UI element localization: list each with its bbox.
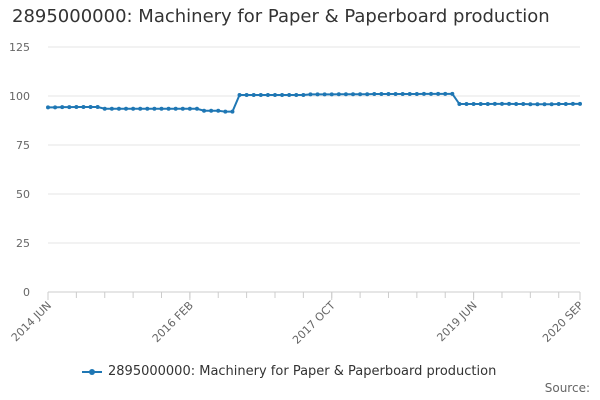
data-point[interactable] [116, 106, 121, 111]
x-axis: 2014 JUN 2016 FEB 2017 OCT 2019 JUN 2020 SEP [9, 292, 586, 347]
data-point[interactable] [563, 102, 568, 107]
data-point[interactable] [570, 101, 575, 106]
y-tick-label: 0 [23, 286, 30, 299]
data-point[interactable] [351, 92, 356, 97]
data-point[interactable] [251, 93, 256, 98]
data-point[interactable] [436, 91, 441, 96]
data-point[interactable] [365, 92, 370, 97]
data-point[interactable] [81, 104, 86, 109]
series [46, 91, 582, 114]
data-point[interactable] [145, 106, 150, 111]
data-point[interactable] [187, 106, 192, 111]
data-point[interactable] [464, 102, 469, 107]
data-point[interactable] [53, 105, 58, 110]
data-point[interactable] [173, 106, 178, 111]
data-point[interactable] [230, 109, 235, 114]
data-point[interactable] [450, 91, 455, 96]
data-point[interactable] [202, 108, 207, 113]
data-point[interactable] [131, 106, 136, 111]
data-point[interactable] [287, 93, 292, 98]
x-tick-label: 2020 SEP [540, 299, 586, 345]
data-point[interactable] [528, 102, 533, 107]
data-point[interactable] [478, 102, 483, 107]
data-point[interactable] [258, 93, 263, 98]
data-point[interactable] [308, 92, 313, 97]
y-tick-label: 50 [16, 188, 30, 201]
y-tick-label: 100 [9, 90, 30, 103]
data-point[interactable] [209, 108, 214, 113]
data-point[interactable] [343, 92, 348, 97]
data-point[interactable] [379, 92, 384, 97]
data-point[interactable] [393, 92, 398, 97]
data-point[interactable] [152, 106, 157, 111]
data-point[interactable] [88, 104, 93, 109]
grid [48, 46, 580, 293]
data-point[interactable] [74, 104, 79, 109]
data-point[interactable] [216, 108, 221, 113]
data-point[interactable] [223, 109, 228, 114]
data-point[interactable] [265, 93, 270, 98]
data-point[interactable] [244, 93, 249, 98]
data-point[interactable] [272, 93, 277, 98]
chart-title: 2895000000: Machinery for Paper & Paperb… [12, 6, 550, 27]
data-point[interactable] [358, 92, 363, 97]
series-line [48, 92, 580, 113]
data-point[interactable] [535, 102, 540, 107]
data-point[interactable] [138, 106, 143, 111]
data-point[interactable] [407, 92, 412, 97]
data-point[interactable] [492, 101, 497, 106]
data-point[interactable] [414, 92, 419, 97]
legend[interactable]: 2895000000: Machinery for Paper & Paperb… [82, 364, 496, 379]
data-point[interactable] [67, 105, 72, 110]
x-tick-label: 2014 JUN [9, 299, 54, 344]
x-tick-label: 2019 JUN [434, 299, 479, 344]
data-point[interactable] [578, 101, 582, 106]
legend-label: 2895000000: Machinery for Paper & Paperb… [108, 364, 497, 379]
data-point[interactable] [237, 93, 242, 98]
data-point[interactable] [336, 92, 341, 97]
data-point[interactable] [372, 92, 377, 97]
data-point[interactable] [457, 102, 462, 107]
y-tick-label: 125 [9, 41, 30, 54]
data-point[interactable] [556, 102, 561, 107]
x-tick-label: 2017 OCT [290, 299, 338, 347]
data-point[interactable] [429, 91, 434, 96]
data-point[interactable] [166, 106, 171, 111]
data-point[interactable] [521, 102, 526, 107]
data-point[interactable] [124, 106, 129, 111]
data-point[interactable] [514, 102, 519, 107]
y-tick-label: 25 [16, 237, 30, 250]
data-point[interactable] [329, 92, 334, 97]
source-label: Source: [544, 381, 590, 395]
data-point[interactable] [322, 92, 327, 97]
data-point[interactable] [46, 105, 50, 110]
y-axis: 0 25 50 75 100 125 [9, 41, 30, 299]
data-point[interactable] [301, 93, 306, 98]
data-point[interactable] [159, 106, 164, 111]
data-point[interactable] [194, 106, 199, 111]
data-point[interactable] [315, 92, 320, 97]
data-point[interactable] [421, 91, 426, 96]
data-point[interactable] [443, 91, 448, 96]
data-point[interactable] [485, 102, 490, 107]
data-point[interactable] [280, 93, 285, 98]
data-point[interactable] [471, 102, 476, 107]
data-point[interactable] [386, 92, 391, 97]
x-tick-label: 2016 FEB [150, 299, 196, 345]
data-point[interactable] [102, 106, 107, 111]
data-point[interactable] [507, 101, 512, 106]
data-point[interactable] [95, 104, 100, 109]
y-tick-label: 75 [16, 139, 30, 152]
data-point[interactable] [542, 102, 547, 107]
data-point[interactable] [180, 106, 185, 111]
legend-swatch-icon [82, 367, 102, 377]
data-point[interactable] [109, 106, 114, 111]
data-point[interactable] [549, 102, 554, 107]
data-point[interactable] [400, 92, 405, 97]
data-point[interactable] [499, 101, 504, 106]
data-point[interactable] [60, 105, 65, 110]
data-point[interactable] [294, 93, 299, 98]
